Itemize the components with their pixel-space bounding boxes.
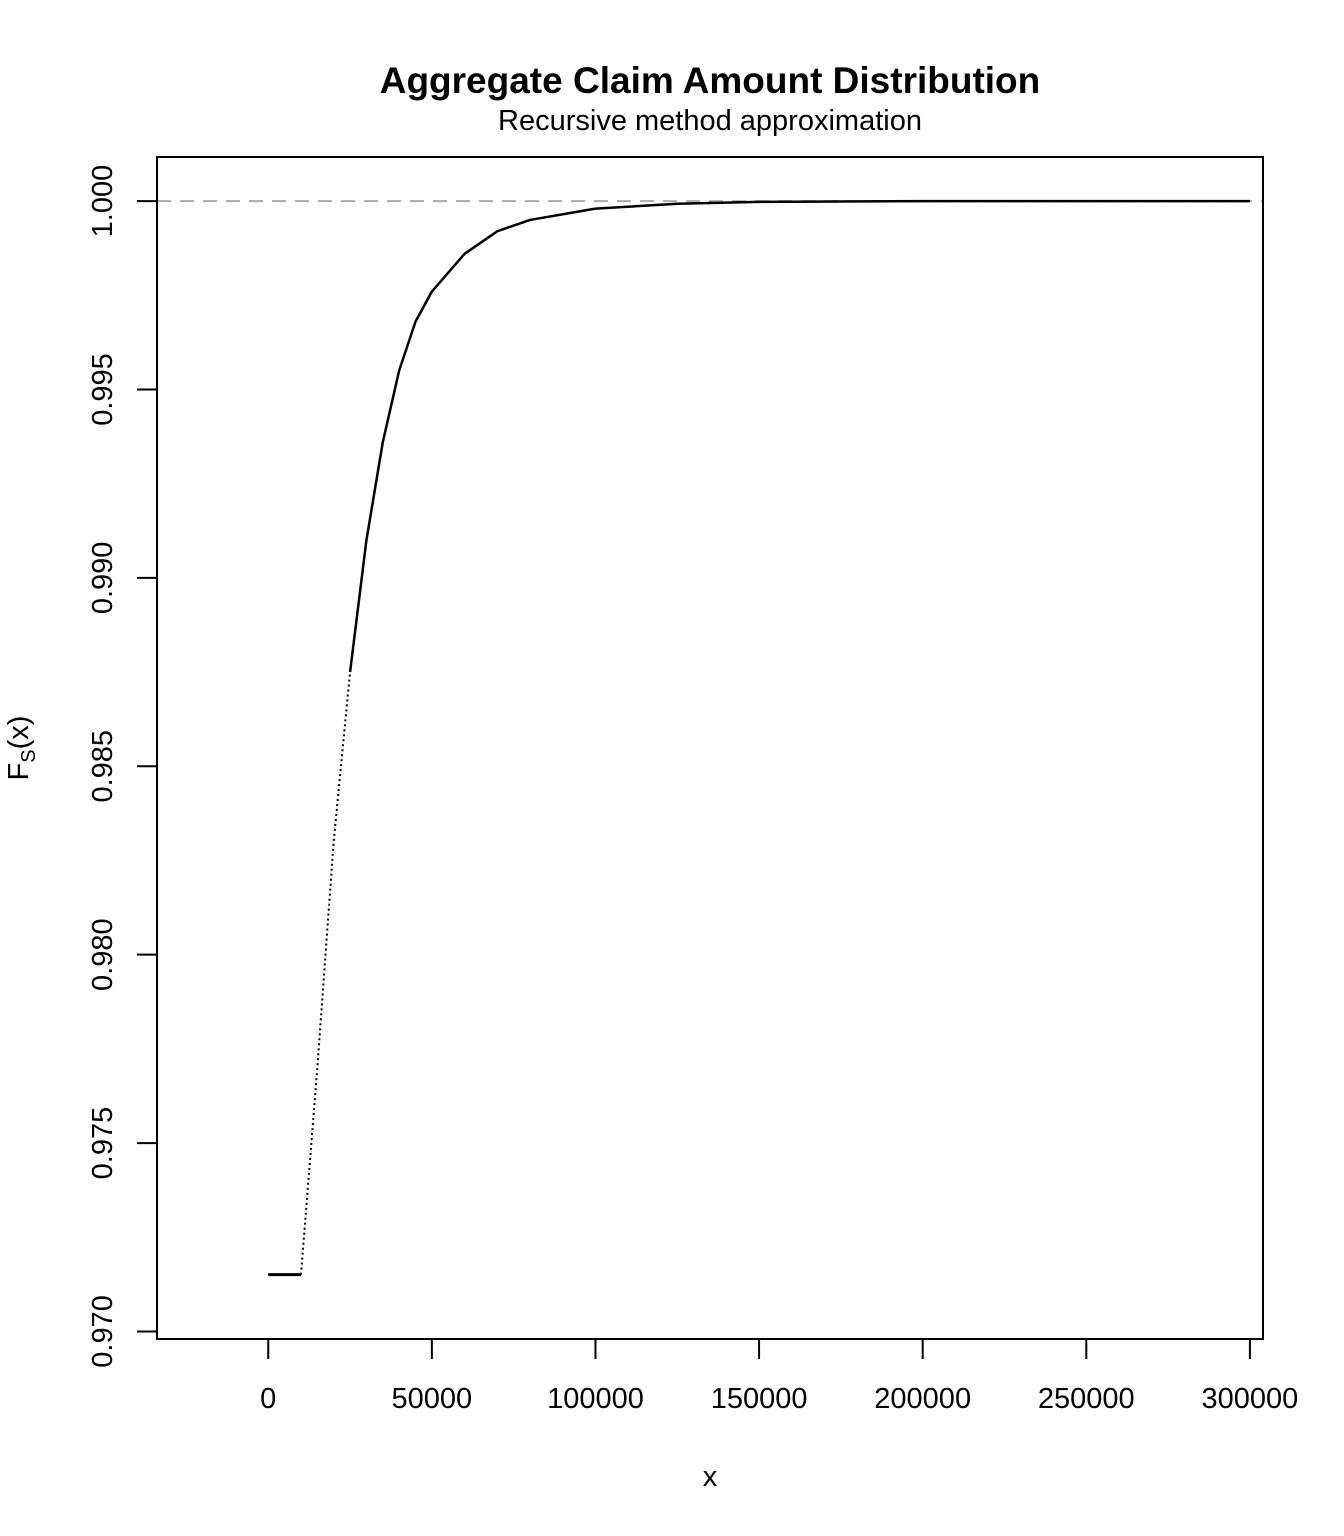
x-tick-label: 300000 [1202, 1383, 1299, 1415]
y-tick-label: 0.990 [87, 542, 119, 615]
y-tick-label: 1.000 [87, 165, 119, 238]
x-axis-label: x [703, 1461, 718, 1493]
x-tick-label: 0 [260, 1383, 276, 1415]
series-rising-segment [299, 671, 352, 1275]
y-axis-label-suffix: (x) [3, 716, 35, 750]
y-tick-label: 0.970 [87, 1295, 119, 1368]
y-tick-label: 0.975 [87, 1107, 119, 1180]
y-axis-label-main: F [3, 763, 35, 781]
y-axis-label-subscript: S [18, 749, 40, 762]
x-tick-label: 200000 [874, 1383, 971, 1415]
plot-border [156, 156, 1264, 1340]
chart-title: Aggregate Claim Amount Distribution [380, 60, 1041, 101]
chart-subtitle: Recursive method approximation [498, 105, 922, 137]
x-tick-label: 150000 [711, 1383, 808, 1415]
x-tick-label: 250000 [1038, 1383, 1135, 1415]
y-tick-label: 0.985 [87, 730, 119, 803]
plot-area: 0 50000 100000 150000 200000 250000 300000 0.97… [87, 156, 1299, 1415]
y-axis-label: FS(x) [3, 716, 40, 781]
x-tick-label: 100000 [547, 1383, 644, 1415]
y-tick-label: 0.995 [87, 353, 119, 426]
x-tick-label: 50000 [392, 1383, 473, 1415]
series-curve [348, 199, 1250, 673]
y-tick-label: 0.980 [87, 918, 119, 991]
